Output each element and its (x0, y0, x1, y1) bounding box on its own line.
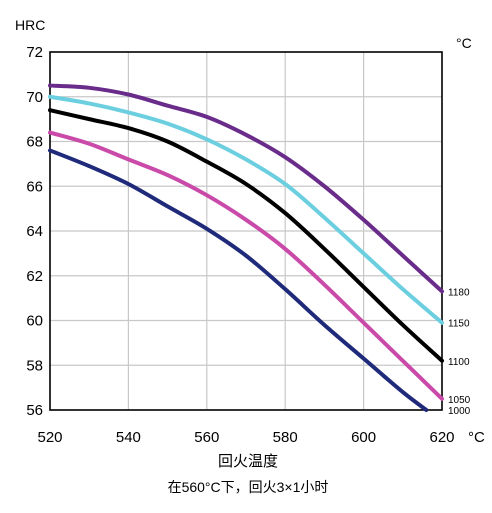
series-layer (48, 83, 444, 412)
x-tick-label: 620 (429, 429, 454, 446)
y-tick-label: 64 (26, 223, 43, 240)
x-tick-label: 560 (194, 429, 219, 446)
y-tick-label: 58 (26, 357, 43, 374)
series-label-1150: 1150 (448, 319, 470, 330)
y-tick-label: 72 (26, 44, 43, 61)
series-line-1150 (48, 94, 444, 325)
y-tick-label: 60 (26, 313, 43, 330)
series-label-1000: 1000 (448, 406, 471, 417)
series-line-1000 (48, 148, 429, 412)
series-label-1180: 1180 (448, 287, 470, 298)
x-tick-label: 580 (273, 429, 298, 446)
series-label-1100: 1100 (448, 357, 470, 368)
series-line-1050 (48, 130, 444, 401)
series-label-1050: 1050 (448, 395, 471, 406)
y-tick-label: 66 (26, 178, 43, 195)
x-tick-label: 520 (37, 429, 62, 446)
y-tick-label: 68 (26, 134, 43, 151)
y-tick-label: 70 (26, 89, 43, 106)
tick-layer: 520 540 560 580 600 620 56 58 60 62 64 66 68 70 72 (26, 44, 454, 446)
x-tick-label: 540 (116, 429, 141, 446)
plot-frame (49, 51, 443, 411)
x-tick-label: 600 (351, 429, 376, 446)
tempering-note: 在560°C下，回火3×1小时 (168, 479, 329, 495)
x-axis-unit: °C (468, 429, 485, 446)
series-unit-label: °C (456, 35, 472, 51)
y-tick-label: 62 (26, 268, 43, 285)
series-line-1180 (48, 83, 444, 294)
series-line-1100 (48, 108, 444, 363)
y-axis-title: HRC (15, 17, 45, 33)
x-axis-title: 回火温度 (218, 453, 278, 470)
y-tick-label: 56 (26, 402, 43, 419)
